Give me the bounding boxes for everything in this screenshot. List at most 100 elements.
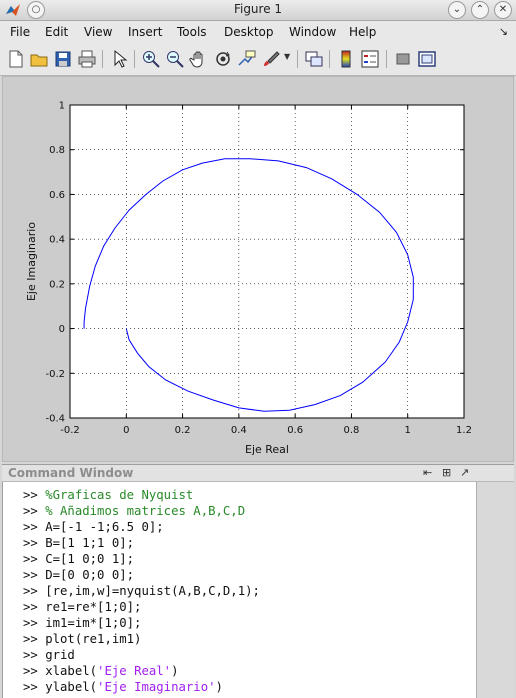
code-text: B=[1 1;1 0];	[45, 536, 135, 550]
zoom-in-icon[interactable]	[141, 49, 161, 69]
x-tick-label: 1.2	[456, 425, 472, 436]
menu-tools[interactable]: Tools	[177, 25, 207, 39]
menu-insert[interactable]: Insert	[128, 25, 163, 39]
print-icon[interactable]	[77, 49, 97, 69]
prompt: >>	[23, 664, 46, 678]
command-line: >> ylabel('Eje Imaginario')	[23, 680, 223, 694]
prompt: >>	[23, 568, 46, 582]
x-axis-label: Eje Real	[245, 443, 289, 456]
command-line: >> xlabel('Eje Real')	[23, 664, 179, 678]
nyquist-curve	[83, 158, 414, 412]
open-file-icon[interactable]	[29, 49, 49, 69]
show-plot-tools-icon[interactable]	[417, 49, 437, 69]
arrow-pointer-icon[interactable]	[109, 49, 129, 69]
code-text: grid	[45, 648, 75, 662]
brush-icon[interactable]	[261, 49, 281, 69]
command-line: >> [re,im,w]=nyquist(A,B,C,D,1);	[23, 584, 260, 598]
new-figure-icon[interactable]	[6, 49, 26, 69]
code-text: re1=re*[1;0];	[45, 600, 142, 614]
menu-edit[interactable]: Edit	[45, 25, 69, 39]
x-tick-label: 0.8	[343, 425, 359, 436]
command-line: >> plot(re1,im1)	[23, 632, 141, 646]
grid-lines	[70, 105, 464, 418]
prompt: >>	[23, 536, 46, 550]
maximize-panel-icon[interactable]: ⊞	[442, 466, 452, 479]
prompt: >>	[23, 504, 46, 518]
command-line: >> % Añadimos matrices A,B,C,D	[23, 504, 245, 518]
matlab-logo-icon	[6, 4, 20, 16]
command-line: >> re1=re*[1;0];	[23, 600, 141, 614]
menu-view[interactable]: View	[84, 25, 113, 39]
toolbar-separator	[297, 50, 298, 68]
prompt: >>	[23, 520, 46, 534]
command-line: >> grid	[23, 648, 75, 662]
menu-bar: File Edit View Insert Tools Desktop Wind…	[0, 21, 516, 43]
command-line: >> D=[0 0;0 0];	[23, 568, 134, 582]
window-title: Figure 1	[233, 2, 283, 16]
zoom-out-icon[interactable]	[165, 49, 185, 69]
insert-colorbar-icon[interactable]	[336, 49, 356, 69]
dock-panel-icon[interactable]: ↗	[460, 466, 470, 479]
prompt: >>	[23, 584, 46, 598]
pan-hand-icon[interactable]	[189, 49, 209, 69]
axis-ticks: -0.2 0 0.2 0.4 0.6 0.8 1 1.2-0.4-0.200.20.40.60…	[45, 101, 471, 437]
brush-dropdown-icon[interactable]: ▼	[284, 52, 291, 61]
rotate-3d-icon[interactable]	[213, 49, 233, 69]
code-text: )	[171, 664, 179, 678]
toolbar-separator	[134, 50, 135, 68]
y-tick-label: 0.6	[49, 190, 65, 201]
y-tick-label: 0.8	[49, 145, 65, 156]
command-line: >> %Graficas de Nyquist	[23, 488, 193, 502]
command-line: >> im1=im*[1;0];	[23, 616, 141, 630]
command-line: >> A=[-1 -1;6.5 0];	[23, 520, 164, 534]
nyquist-plot[interactable]: -0.2 0 0.2 0.4 0.6 0.8 1 1.2-0.4-0.200.20.40.60…	[0, 76, 516, 462]
command-window[interactable]: >> %Graficas de Nyquist >> % Añadimos mat…	[2, 482, 476, 698]
toolbar-separator	[102, 50, 103, 68]
code-text: xlabel(	[45, 664, 98, 678]
command-line: >> C=[1 0;0 1];	[23, 552, 134, 566]
string-literal: 'Eje Imaginario'	[97, 680, 216, 694]
code-text: )	[215, 680, 223, 694]
toolbar-separator	[386, 50, 387, 68]
menu-desktop[interactable]: Desktop	[224, 25, 274, 39]
undock-icon[interactable]: ⇤	[423, 466, 433, 479]
x-tick-label: 0.4	[231, 425, 247, 436]
x-tick-label: 0	[123, 425, 129, 436]
code-text: plot(re1,im1)	[45, 632, 142, 646]
menu-help[interactable]: Help	[349, 25, 377, 39]
prompt: >>	[23, 616, 46, 630]
data-cursor-icon[interactable]	[237, 49, 257, 69]
title-bar[interactable]: ○ Figure 1 ⌄ ⌃ ✕	[0, 0, 516, 21]
link-plot-icon[interactable]	[304, 49, 324, 69]
prompt: >>	[23, 680, 46, 694]
prompt: >>	[23, 632, 46, 646]
prompt: >>	[23, 552, 46, 566]
menu-window[interactable]: Window	[289, 25, 337, 39]
figure-toolbar: ▼	[0, 43, 516, 76]
menu-file[interactable]: File	[10, 25, 31, 39]
y-tick-label: 0	[59, 324, 65, 335]
toolbar-separator	[329, 50, 330, 68]
minimize-icon[interactable]: ⌄	[448, 1, 466, 19]
y-tick-label: 0.4	[49, 235, 65, 246]
command-window-scrollbar[interactable]	[476, 482, 514, 698]
prompt: >>	[23, 600, 46, 614]
save-icon[interactable]	[53, 49, 73, 69]
y-tick-label: -0.2	[45, 369, 65, 380]
code-text: im1=im*[1;0];	[45, 616, 142, 630]
code-text: A=[-1 -1;6.5 0];	[45, 520, 164, 534]
prompt: >>	[23, 488, 46, 502]
dock-arrow-icon[interactable]: ↘	[498, 25, 508, 38]
command-window-header: Command Window ⇤ ⊞ ↗	[2, 464, 514, 482]
code-text: D=[0 0;0 0];	[45, 568, 135, 582]
close-icon[interactable]: ✕	[494, 1, 512, 19]
window-menu-icon[interactable]: ○	[27, 1, 45, 19]
comment-text: % Añadimos matrices A,B,C,D	[45, 504, 246, 518]
comment-text: %Graficas de Nyquist	[45, 488, 194, 502]
axes-background	[69, 104, 465, 419]
insert-legend-icon[interactable]	[360, 49, 380, 69]
string-literal: 'Eje Real'	[97, 664, 172, 678]
code-text: ylabel(	[45, 680, 98, 694]
hide-plot-tools-icon[interactable]	[393, 49, 413, 69]
maximize-icon[interactable]: ⌃	[471, 1, 489, 19]
